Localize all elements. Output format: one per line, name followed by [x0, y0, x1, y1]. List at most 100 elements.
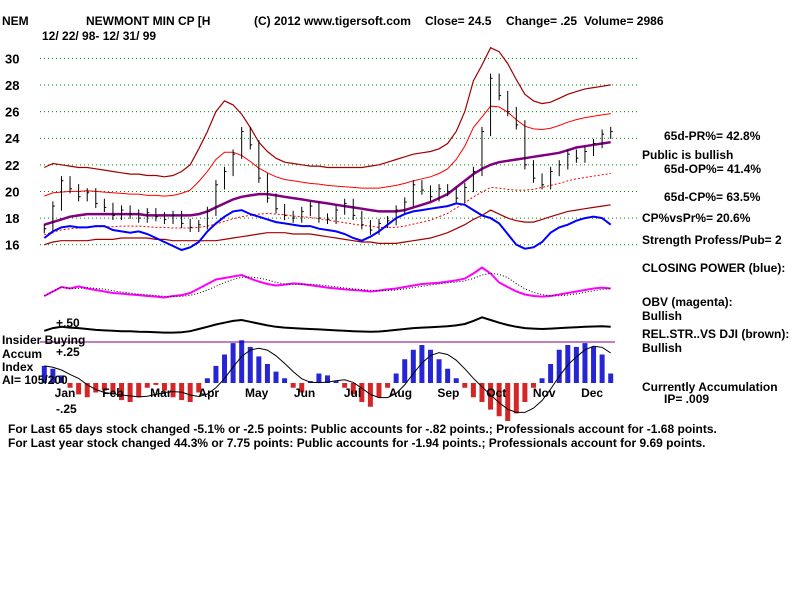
- accum-bar: [170, 383, 176, 398]
- accum-bar: [453, 378, 459, 383]
- accum-bar: [479, 383, 485, 402]
- accum-bar: [196, 383, 202, 393]
- accum-bar: [573, 346, 579, 383]
- y-tick-label: 26: [5, 105, 19, 120]
- rel-str-line: [44, 316, 611, 334]
- accum-bar: [264, 364, 270, 383]
- close-price: Close= 24.5: [425, 14, 492, 28]
- accum-bar: [84, 383, 90, 398]
- ai-label: AI= 105/200: [2, 373, 68, 387]
- month-label: Nov: [533, 386, 556, 400]
- accum-bar: [127, 383, 133, 402]
- accum-bar: [419, 345, 425, 383]
- moving-average-line: [43, 140, 611, 226]
- accum-bar: [539, 378, 545, 383]
- accum-bar: [462, 383, 468, 388]
- obv-label: OBV (magenta):: [642, 295, 733, 309]
- accum-bar: [513, 383, 519, 414]
- accum-bar: [496, 383, 502, 417]
- accum-bar: [58, 375, 64, 383]
- accum-bar: [522, 383, 528, 402]
- accum-bar: [316, 373, 322, 383]
- accum-bar: [222, 354, 228, 383]
- accum-bar: [427, 349, 433, 383]
- public-status: Public is bullish: [642, 148, 734, 162]
- upper-band-line: [44, 46, 611, 178]
- month-label: Jan: [55, 386, 76, 400]
- accum-bar: [93, 383, 99, 393]
- closing-power-label: CLOSING POWER (blue):: [642, 261, 786, 275]
- accum-status: Currently Accumulation: [642, 380, 778, 394]
- accum-bar: [213, 365, 219, 383]
- accum-bar: [282, 378, 288, 383]
- accum-bar: [110, 383, 116, 395]
- accum-bar: [608, 373, 614, 383]
- accum-bar: [359, 383, 365, 402]
- ip-value: IP= .009: [664, 392, 710, 406]
- accum-bar: [445, 368, 451, 383]
- accum-bar: [247, 346, 253, 383]
- insider-label: Insider Buying: [2, 333, 86, 347]
- lower-band-line: [44, 204, 611, 246]
- y-tick-label: 16: [5, 238, 19, 253]
- accum-bar: [470, 383, 476, 398]
- accum-bar: [119, 383, 125, 401]
- relstr-status: Bullish: [642, 341, 683, 355]
- accum-bar: [299, 383, 305, 393]
- plus25-label: +.25: [56, 345, 80, 359]
- obv-line: [43, 266, 611, 299]
- accum-bar: [436, 359, 442, 383]
- accum-bar: [239, 340, 245, 383]
- copyright: (C) 2012 www.tigersoft.com: [254, 14, 411, 28]
- month-label: Feb: [102, 386, 123, 400]
- volume: Volume= 2986: [584, 14, 664, 28]
- accum-bar: [350, 383, 356, 395]
- month-label: Jul: [344, 386, 361, 400]
- accum-bar: [290, 383, 296, 388]
- date-range: 12/ 22/ 98- 12/ 31/ 99: [42, 29, 157, 43]
- month-label: Sep: [437, 386, 459, 400]
- month-label: Oct: [486, 386, 506, 400]
- accum-bar: [101, 383, 107, 391]
- pr-pct: 65d-PR%= 42.8%: [664, 129, 761, 143]
- accum-bar: [50, 368, 56, 383]
- accum-label: Accum: [2, 347, 43, 361]
- accum-bar: [136, 383, 142, 398]
- accum-bar: [76, 383, 82, 395]
- accum-bar: [488, 383, 494, 410]
- footer-year: For Last year stock changed 44.3% or 7.7…: [8, 436, 706, 450]
- cp-vs-pr: CP%vsPr%= 20.6%: [642, 211, 751, 225]
- accum-bar: [505, 383, 511, 421]
- accum-bar: [591, 346, 597, 383]
- accum-bar: [153, 383, 159, 385]
- accum-bar: [230, 343, 236, 383]
- accum-bar: [204, 378, 210, 383]
- accum-bar: [325, 375, 330, 383]
- obv-status: Bullish: [642, 309, 683, 323]
- op-pct: 65d-OP%= 41.4%: [664, 162, 762, 176]
- company-name: NEWMONT MIN CP [H: [86, 14, 211, 28]
- cp-pct: 65d-CP%= 63.5%: [664, 190, 761, 204]
- accum-bar: [187, 383, 193, 402]
- strength-ratio: Strength Profess/Pub= 2: [642, 233, 782, 247]
- accum-bar: [179, 383, 185, 401]
- accum-bar: [342, 383, 348, 388]
- y-tick-label: 20: [5, 184, 19, 199]
- accum-bar: [530, 383, 536, 388]
- price-change: Change= .25: [506, 14, 578, 28]
- accum-bar: [161, 383, 167, 391]
- accum-bar: [41, 365, 47, 383]
- y-tick-label: 30: [5, 51, 19, 66]
- month-label: May: [245, 386, 269, 400]
- accum-bar: [548, 364, 554, 383]
- obv-ma-line: [44, 272, 611, 298]
- plus50-label: +.50: [56, 316, 80, 330]
- accum-bar: [410, 349, 416, 383]
- accum-ma-line: [44, 345, 611, 413]
- accum-bar: [144, 383, 150, 388]
- accum-bar: [273, 371, 279, 383]
- accum-bar: [582, 343, 588, 383]
- month-label: Aug: [389, 386, 412, 400]
- index-label: Index: [2, 360, 34, 374]
